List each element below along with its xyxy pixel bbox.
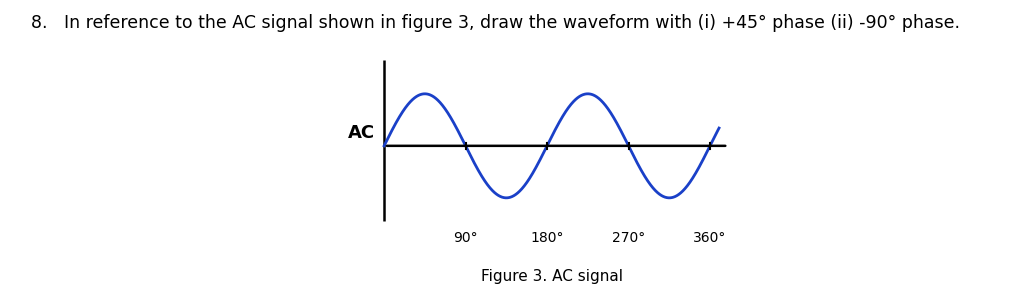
Text: Figure 3. AC signal: Figure 3. AC signal — [480, 269, 623, 284]
Text: 8.   In reference to the AC signal shown in figure 3, draw the waveform with (i): 8. In reference to the AC signal shown i… — [31, 14, 960, 32]
Text: AC: AC — [347, 124, 375, 142]
